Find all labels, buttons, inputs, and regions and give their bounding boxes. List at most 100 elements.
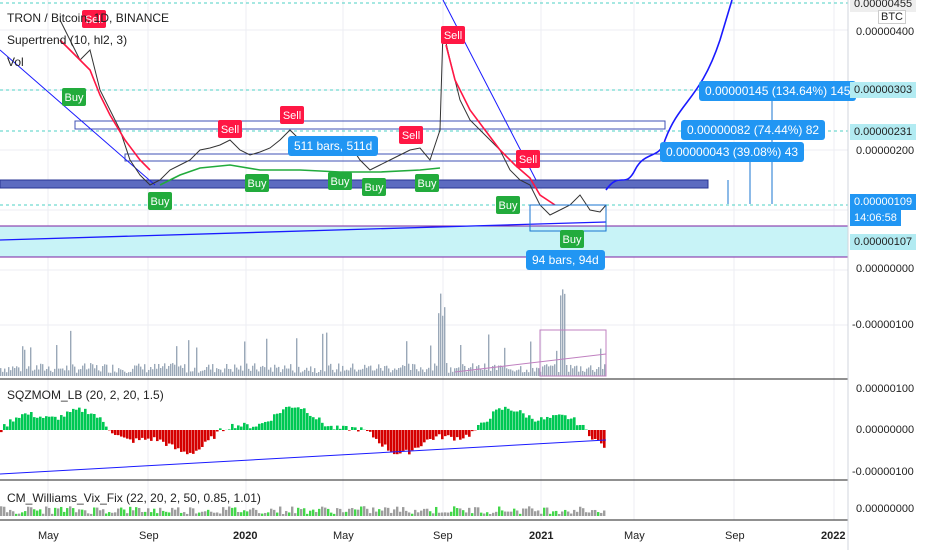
volume-bar (348, 370, 350, 376)
range-pill-94[interactable]: 94 bars, 94d (526, 250, 605, 270)
squeeze-bar (438, 430, 441, 435)
volume-bar (40, 363, 42, 376)
williams-bar (15, 513, 18, 516)
supertrend-down-2 (445, 44, 556, 206)
williams-bar (141, 512, 144, 516)
volume-bar (520, 366, 522, 376)
target-pill-2[interactable]: 0.00000082 (74.44%) 82 (681, 120, 826, 140)
squeeze-bar (342, 425, 345, 430)
buy-text: Buy (248, 178, 267, 190)
volume-bar (270, 367, 272, 376)
williams-bar (156, 513, 159, 516)
squeeze-legend[interactable]: SQZMOM_LB (20, 2, 20, 1.5) (7, 388, 164, 402)
volume-bar (460, 344, 462, 376)
squeeze-bar (36, 417, 39, 430)
williams-bar (120, 507, 123, 516)
squeeze-bar (129, 430, 132, 440)
squeeze-bar (300, 408, 303, 430)
squeeze-bar (339, 428, 342, 430)
squeeze-bar (294, 407, 297, 430)
williams-bar (372, 507, 375, 516)
williams-bar (36, 510, 39, 516)
squeeze-bar (336, 425, 339, 430)
volume-bar (308, 370, 310, 376)
volume-bar (22, 346, 24, 376)
williams-bar (294, 513, 297, 516)
squeeze-bar (261, 423, 264, 430)
volume-bar (104, 364, 106, 376)
williams-bar (102, 509, 105, 516)
trendline-long[interactable] (0, 221, 607, 241)
volume-bar (318, 372, 320, 376)
sell-text: Sell (85, 14, 103, 26)
volume-bar (362, 368, 364, 376)
williams-bar (303, 508, 306, 516)
volume-bar (166, 368, 168, 376)
support-band[interactable] (0, 179, 709, 189)
squeeze-bar (282, 409, 285, 430)
squeeze-bar (234, 428, 237, 430)
volume-bar (94, 368, 96, 376)
target-pill-1[interactable]: 0.00000043 (39.08%) 43 (660, 142, 805, 162)
williams-bar (324, 507, 327, 516)
supertrend-legend[interactable]: Supertrend (10, hl2, 3) (7, 33, 128, 47)
volume-bar (468, 367, 470, 376)
williams-bar (231, 507, 234, 516)
volume-bar (158, 364, 160, 376)
squeeze-bar (366, 430, 369, 432)
squeeze-bar (42, 417, 45, 430)
squeeze-bar (231, 423, 234, 430)
volume-bar (60, 368, 62, 376)
squeeze-bar (153, 430, 156, 438)
buy-signal: Buy (362, 178, 386, 196)
volume-legend[interactable]: Vol (7, 55, 24, 69)
volume-bar (336, 369, 338, 376)
williams-bar (105, 513, 108, 516)
squeeze-bar (321, 422, 324, 430)
target-pill-3[interactable]: 0.00000145 (134.64%) 145 (699, 81, 857, 101)
volume-bar (580, 366, 582, 376)
squeeze-bar (420, 430, 423, 447)
squeeze-bar (312, 417, 315, 430)
williams-bar (501, 510, 504, 516)
price-tick: 0.00000455 (850, 0, 917, 12)
squeeze-bar (84, 408, 87, 430)
williams-bar (546, 507, 549, 516)
volume-bar (182, 367, 184, 376)
williams-bar (264, 512, 267, 516)
volume-bar (418, 371, 420, 376)
volume-bar (572, 368, 574, 376)
williams-bar (330, 512, 333, 516)
squeeze-bar (495, 409, 498, 430)
resistance-box[interactable] (74, 120, 666, 130)
volume-bar (384, 366, 386, 376)
williams-bar (207, 509, 210, 516)
volume-bar (52, 372, 54, 376)
volume-bar (42, 364, 44, 376)
williams-bar (489, 513, 492, 516)
squeeze-bar (423, 430, 426, 443)
williams-bar (537, 510, 540, 516)
volume-bar (92, 364, 94, 376)
sell-signal: Sell (280, 106, 304, 124)
volume-bar (320, 369, 322, 376)
volume-bar (332, 369, 334, 376)
williams-legend[interactable]: CM_Williams_Vix_Fix (22, 20, 2, 50, 0.85… (7, 491, 261, 505)
volume-bar (530, 341, 532, 376)
volume-bar (146, 372, 148, 376)
squeeze-bar (123, 430, 126, 438)
trendline-down-1[interactable] (0, 49, 156, 186)
volume-bar (316, 372, 318, 376)
range-pill-511[interactable]: 511 bars, 511d (288, 136, 379, 156)
sell-signal: Sell (218, 120, 242, 138)
squeeze-bar (603, 430, 606, 448)
williams-bar (441, 512, 444, 516)
volume-bar (364, 364, 366, 376)
squeeze-bar (228, 429, 231, 430)
volume-bar (142, 369, 144, 376)
volume-bar (500, 365, 502, 376)
squeeze-bar (120, 430, 123, 437)
squeeze-bar (174, 430, 177, 450)
volume-bar (80, 369, 82, 376)
